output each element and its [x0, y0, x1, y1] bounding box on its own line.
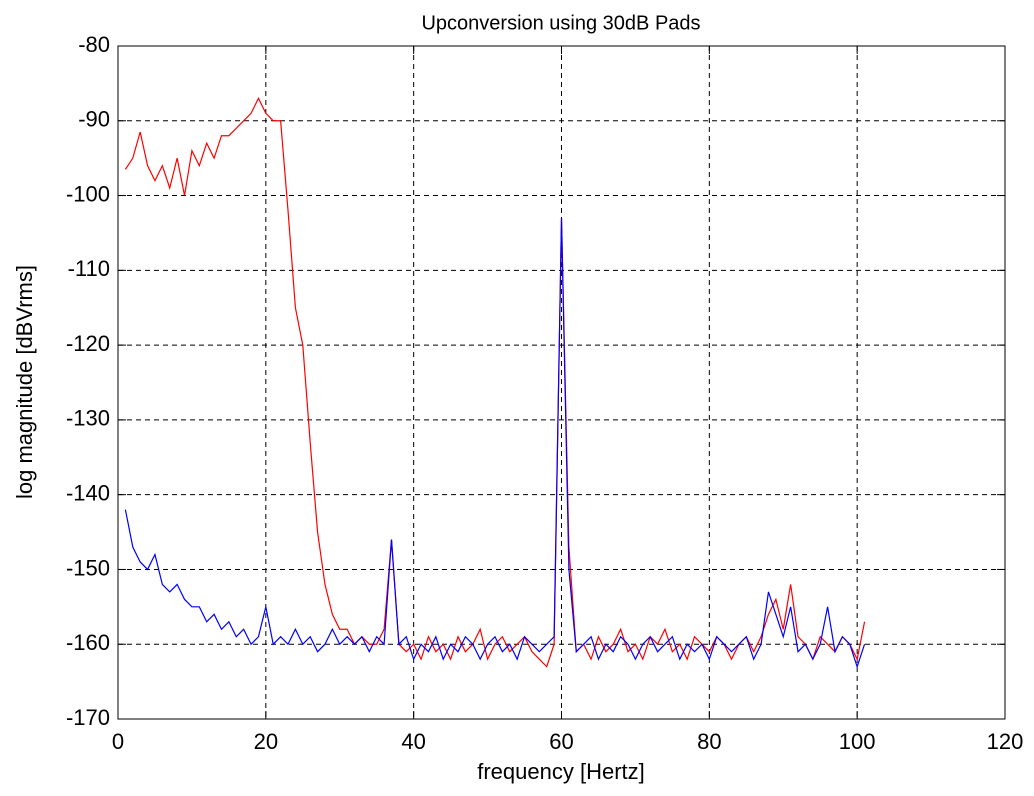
y-tick-label: -150	[66, 555, 110, 580]
x-tick-label: 20	[254, 729, 278, 754]
x-tick-label: 100	[839, 729, 876, 754]
x-axis-label: frequency [Hertz]	[477, 759, 645, 784]
chart-title: Upconversion using 30dB Pads	[421, 12, 700, 34]
y-tick-label: -130	[66, 406, 110, 431]
y-tick-label: -140	[66, 480, 110, 505]
y-tick-label: -170	[66, 705, 110, 730]
y-tick-label: -80	[78, 32, 110, 57]
plot-frame	[117, 45, 1006, 720]
x-tick-label: 0	[112, 729, 124, 754]
y-tick-label: -160	[66, 630, 110, 655]
series-line	[124, 217, 866, 669]
y-tick-label: -110	[68, 256, 110, 281]
y-tick-label: -120	[66, 331, 110, 356]
y-tick-label: -100	[66, 181, 110, 206]
y-axis-label: log magnitude [dBVrms]	[12, 265, 37, 499]
x-tick-label: 60	[549, 729, 573, 754]
x-tick-label: 40	[401, 729, 425, 754]
y-tick-label: -90	[78, 107, 110, 132]
x-tick-label: 120	[987, 729, 1024, 754]
x-tick-label: 80	[697, 729, 721, 754]
